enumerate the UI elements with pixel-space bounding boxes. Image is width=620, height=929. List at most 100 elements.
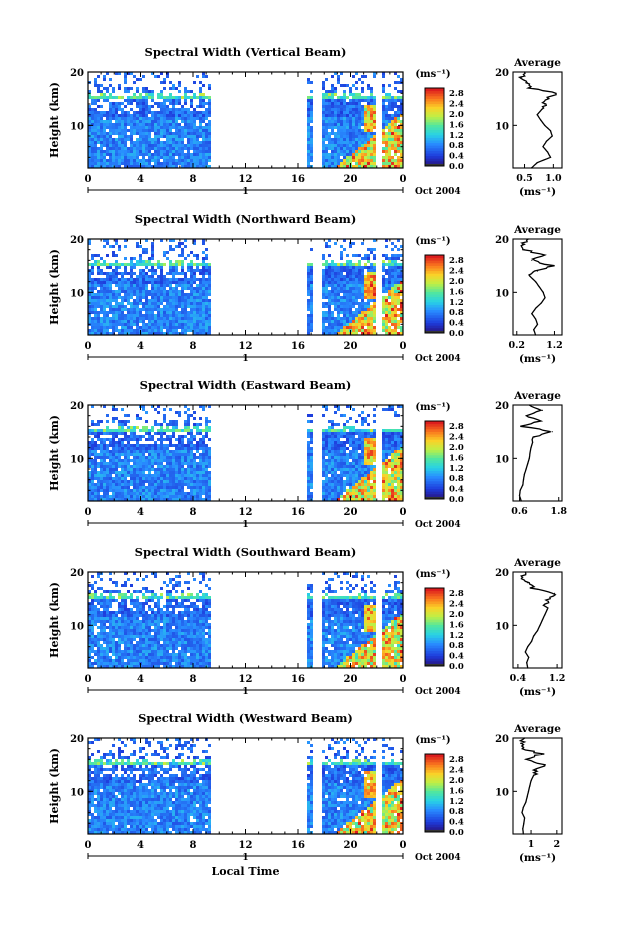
heatmap-cell bbox=[187, 438, 190, 441]
heatmap-cell bbox=[202, 263, 205, 266]
heatmap-cell bbox=[118, 147, 121, 150]
heatmap-cell bbox=[187, 144, 190, 147]
heatmap-cell bbox=[355, 480, 358, 483]
heatmap-cell bbox=[184, 480, 187, 483]
heatmap-cell bbox=[91, 162, 94, 165]
heatmap-cell bbox=[385, 147, 388, 150]
heatmap-cell bbox=[325, 111, 328, 114]
heatmap-cell bbox=[325, 93, 328, 96]
heatmap-cell bbox=[169, 332, 172, 335]
heatmap-cell bbox=[184, 135, 187, 138]
heatmap-cell bbox=[397, 129, 400, 132]
heatmap-cell bbox=[163, 123, 166, 126]
heatmap-cell bbox=[199, 126, 202, 129]
heatmap-cell bbox=[112, 278, 115, 281]
colorbar-swatch bbox=[425, 158, 444, 162]
heatmap-cell bbox=[118, 420, 121, 423]
heatmap-cell bbox=[382, 99, 385, 102]
heatmap-cell bbox=[193, 317, 196, 320]
heatmap-cell bbox=[202, 287, 205, 290]
heatmap-cell bbox=[169, 108, 172, 111]
colorbar-tick-label: 2.0 bbox=[449, 277, 464, 287]
heatmap-cell bbox=[367, 332, 370, 335]
heatmap-cell bbox=[169, 323, 172, 326]
heatmap-cell bbox=[130, 429, 133, 432]
heatmap-cell bbox=[343, 144, 346, 147]
heatmap-cell bbox=[370, 132, 373, 135]
heatmap-cell bbox=[100, 420, 103, 423]
heatmap-cell bbox=[127, 159, 130, 162]
heatmap-cell bbox=[334, 272, 337, 275]
heatmap-cell bbox=[112, 320, 115, 323]
heatmap-cell bbox=[385, 263, 388, 266]
heatmap-cell bbox=[400, 144, 403, 147]
heatmap-cell bbox=[331, 162, 334, 165]
heatmap-cell bbox=[175, 426, 178, 429]
heatmap-cell bbox=[190, 114, 193, 117]
heatmap-cell bbox=[136, 462, 139, 465]
heatmap-cell bbox=[391, 281, 394, 284]
heatmap-cell bbox=[106, 144, 109, 147]
heatmap-cell bbox=[178, 411, 181, 414]
heatmap-cell bbox=[175, 117, 178, 120]
heatmap-cell bbox=[160, 93, 163, 96]
heatmap-cell bbox=[118, 456, 121, 459]
profile-point bbox=[523, 71, 526, 73]
heatmap-cell bbox=[181, 462, 184, 465]
heatmap-cell bbox=[163, 141, 166, 144]
heatmap-cell bbox=[103, 93, 106, 96]
heatmap-cell bbox=[181, 287, 184, 290]
heatmap-cell bbox=[127, 453, 130, 456]
heatmap-cell bbox=[331, 263, 334, 266]
heatmap-cell bbox=[157, 332, 160, 335]
profile-point bbox=[544, 297, 546, 299]
heatmap-cell bbox=[208, 105, 211, 108]
heatmap-cell bbox=[346, 405, 349, 408]
heatmap-cell bbox=[88, 284, 91, 287]
heatmap-cell bbox=[310, 420, 313, 423]
heatmap-cell bbox=[196, 96, 199, 99]
heatmap-cell bbox=[109, 147, 112, 150]
heatmap-cell bbox=[172, 269, 175, 272]
heatmap-cell bbox=[184, 293, 187, 296]
heatmap-cell bbox=[124, 126, 127, 129]
heatmap-cell bbox=[175, 477, 178, 480]
heatmap-cell bbox=[151, 299, 154, 302]
heatmap-cell bbox=[145, 293, 148, 296]
heatmap-cell bbox=[322, 293, 325, 296]
heatmap-cell bbox=[331, 486, 334, 489]
heatmap-cell bbox=[199, 486, 202, 489]
heatmap-cell bbox=[328, 263, 331, 266]
heatmap-cell bbox=[124, 287, 127, 290]
heatmap-cell bbox=[148, 144, 151, 147]
heatmap-cell bbox=[112, 489, 115, 492]
heatmap-cell bbox=[148, 129, 151, 132]
heatmap-cell bbox=[196, 323, 199, 326]
heatmap-cell bbox=[181, 429, 184, 432]
heatmap-cell bbox=[382, 117, 385, 120]
heatmap-cell bbox=[121, 102, 124, 105]
heatmap-cell bbox=[148, 468, 151, 471]
heatmap-cell bbox=[115, 417, 118, 420]
heatmap-cell bbox=[148, 111, 151, 114]
heatmap-cell bbox=[139, 296, 142, 299]
heatmap-cell bbox=[307, 486, 310, 489]
heatmap-cell bbox=[184, 332, 187, 335]
heatmap-cell bbox=[328, 471, 331, 474]
heatmap-cell bbox=[175, 284, 178, 287]
heatmap-cell bbox=[151, 498, 154, 501]
heatmap-cell bbox=[118, 423, 121, 426]
heatmap-cell bbox=[169, 317, 172, 320]
heatmap-cell bbox=[331, 281, 334, 284]
heatmap-cell bbox=[130, 132, 133, 135]
heatmap-cell bbox=[346, 299, 349, 302]
heatmap-cell bbox=[190, 441, 193, 444]
heatmap-cell bbox=[202, 165, 205, 168]
heatmap-cell bbox=[178, 474, 181, 477]
heatmap-cell bbox=[121, 123, 124, 126]
heatmap-cell bbox=[373, 108, 376, 111]
heatmap-cell bbox=[124, 483, 127, 486]
heatmap-cell bbox=[325, 302, 328, 305]
heatmap-cell bbox=[373, 120, 376, 123]
heatmap-cell bbox=[103, 465, 106, 468]
